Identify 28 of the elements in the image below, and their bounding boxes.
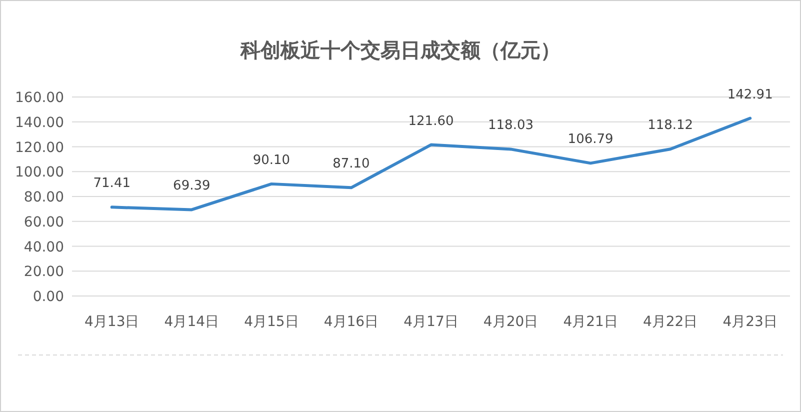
y-tick-label: 100.00 bbox=[15, 164, 64, 181]
data-label: 118.03 bbox=[488, 118, 534, 134]
y-tick-label: 120.00 bbox=[15, 140, 64, 156]
y-tick-label: 40.00 bbox=[24, 239, 64, 256]
data-label: 90.10 bbox=[252, 152, 290, 168]
y-tick-label: 160.00 bbox=[15, 90, 64, 106]
x-tick-label: 4月14日 bbox=[164, 314, 220, 330]
data-label: 87.10 bbox=[332, 156, 370, 172]
x-tick-label: 4月16日 bbox=[324, 314, 379, 330]
y-tick-label: 0.00 bbox=[32, 289, 64, 305]
x-tick-label: 4月23日 bbox=[722, 314, 778, 330]
x-tick-label: 4月15日 bbox=[244, 314, 299, 330]
data-label: 142.91 bbox=[727, 87, 773, 102]
data-label: 71.41 bbox=[93, 176, 130, 192]
x-tick-label: 4月13日 bbox=[84, 314, 140, 330]
data-label: 69.39 bbox=[173, 178, 210, 194]
data-label: 106.79 bbox=[568, 132, 614, 148]
y-tick-label: 140.00 bbox=[15, 114, 64, 131]
y-tick-label: 20.00 bbox=[24, 264, 64, 280]
y-tick-label: 80.00 bbox=[24, 190, 64, 206]
chart-title: 科创板近十个交易日成交额（亿元） bbox=[240, 38, 560, 62]
y-tick-label: 60.00 bbox=[24, 214, 64, 230]
data-label: 121.60 bbox=[408, 114, 454, 129]
x-tick-label: 4月21日 bbox=[563, 314, 618, 330]
x-tick-label: 4月20日 bbox=[483, 314, 538, 330]
x-tick-label: 4月17日 bbox=[404, 314, 458, 330]
data-label: 118.12 bbox=[648, 118, 694, 134]
x-tick-label: 4月22日 bbox=[642, 314, 698, 330]
